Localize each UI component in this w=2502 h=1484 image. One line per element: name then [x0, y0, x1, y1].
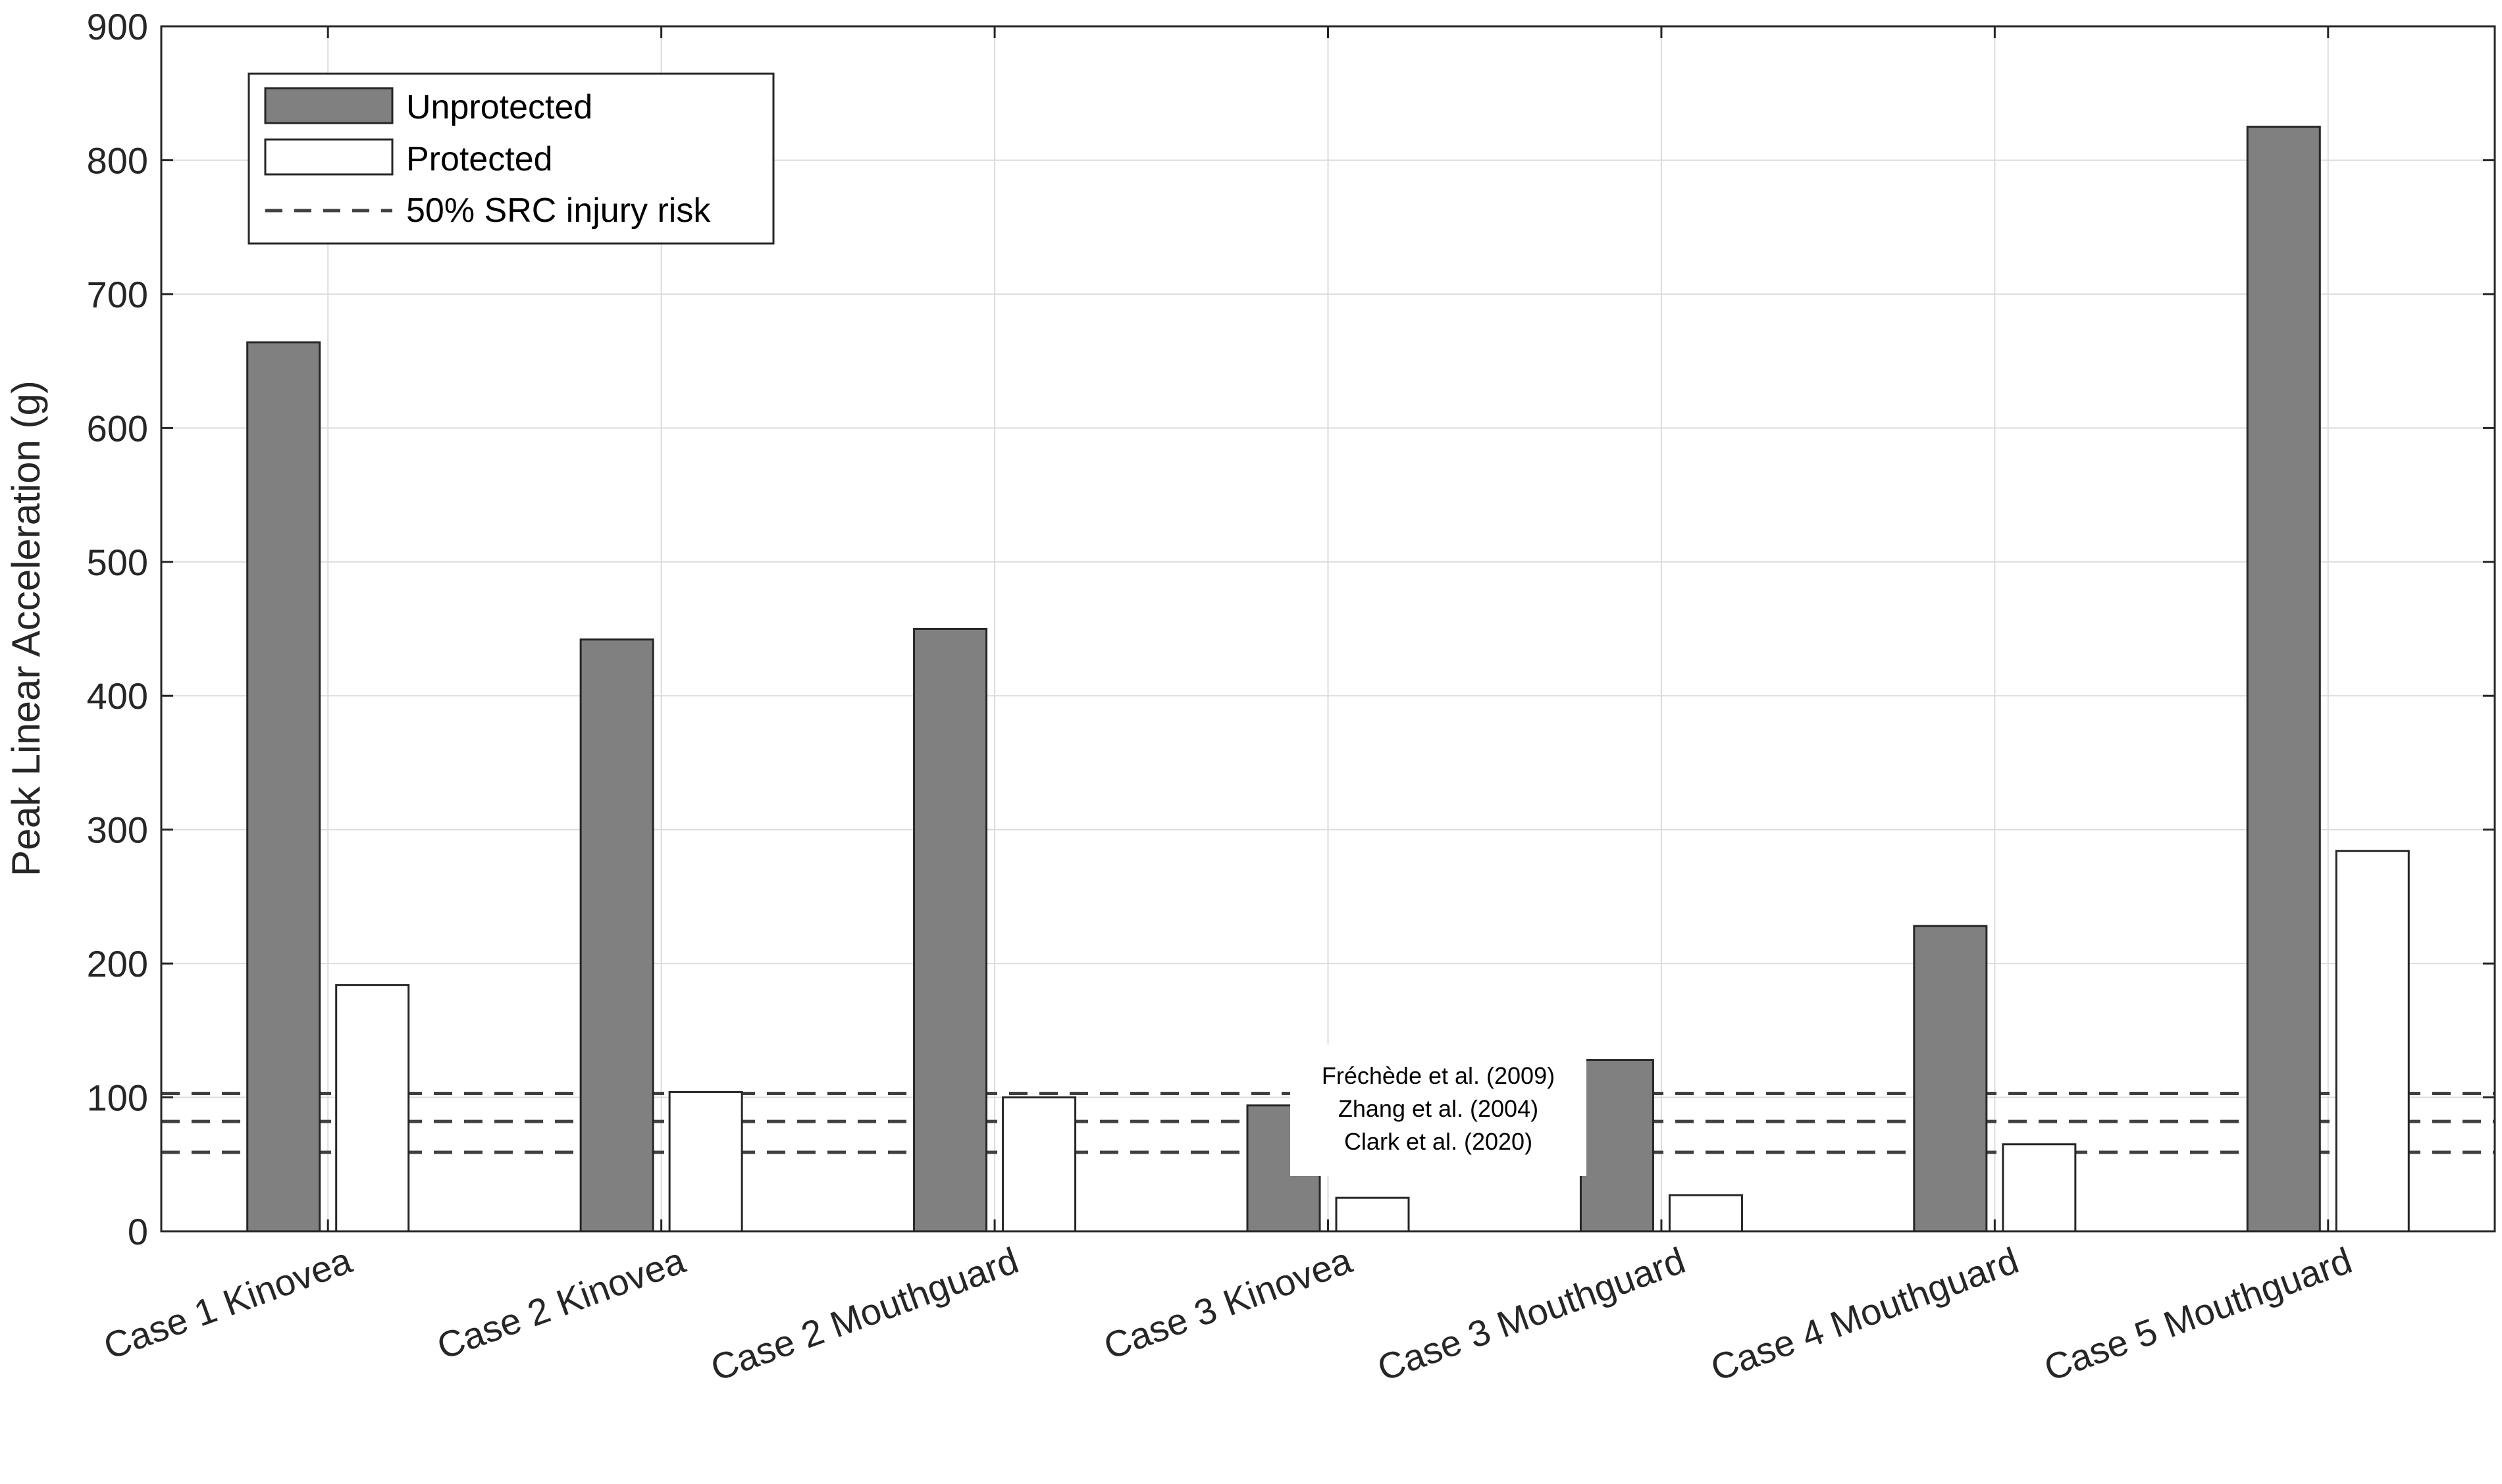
bar-protected	[1002, 1096, 1077, 1233]
bar-protected	[335, 984, 410, 1233]
bar-protected	[1668, 1194, 1743, 1233]
y-tick-label: 400	[87, 675, 148, 717]
bars	[246, 126, 2410, 1233]
y-tick-label: 800	[87, 140, 148, 181]
bar-protected	[2335, 850, 2410, 1233]
reference-annotation: Fréchède et al. (2009) Zhang et al. (200…	[1290, 1044, 1586, 1176]
x-tick-label: Case 2 Mouthguard	[705, 1239, 1024, 1389]
y-tick-label: 0	[128, 1211, 148, 1252]
y-tick-label: 200	[87, 943, 148, 985]
x-tick-label: Case 4 Mouthguard	[1706, 1239, 2024, 1389]
bar-protected	[2002, 1143, 2077, 1233]
y-tick-label: 600	[87, 407, 148, 449]
bar-protected	[668, 1090, 743, 1233]
annotation-line-2: Zhang et al. (2004)	[1338, 1095, 1538, 1122]
legend-swatch-unprotected	[264, 87, 394, 124]
y-axis-title: Peak Linear Acceleration (g)	[4, 380, 48, 877]
legend-swatch-protected	[264, 138, 394, 176]
legend-label-risk: 50% SRC injury risk	[406, 192, 711, 230]
y-tick-label: 700	[87, 274, 148, 315]
bar-unprotected	[246, 341, 321, 1233]
x-tick-label: Case 3 Kinovea	[1099, 1239, 1358, 1368]
bar-unprotected	[2246, 126, 2321, 1233]
x-tick-label: Case 2 Kinovea	[432, 1239, 691, 1368]
bar-unprotected	[1579, 1059, 1654, 1233]
x-tick-label: Case 1 Kinovea	[98, 1239, 357, 1368]
y-axis: 0 100 200 300 400 500 600 700 800 900	[87, 6, 2495, 1252]
bar-unprotected	[579, 638, 654, 1233]
x-tick-label: Case 3 Mouthguard	[1372, 1239, 1690, 1389]
annotation-box	[1290, 1044, 1586, 1176]
bar-unprotected	[1913, 925, 1988, 1233]
y-tick-label: 500	[87, 542, 148, 583]
bar-protected	[1335, 1196, 1410, 1233]
legend-label-unprotected: Unprotected	[406, 88, 592, 126]
x-tick-label: Case 5 Mouthguard	[2039, 1239, 2357, 1389]
annotation-line-1: Fréchède et al. (2009)	[1322, 1062, 1555, 1089]
y-tick-label: 100	[87, 1077, 148, 1119]
y-tick-label: 900	[87, 6, 148, 47]
legend-label-protected: Protected	[406, 140, 553, 178]
legend: Unprotected Protected 50% SRC injury ris…	[248, 72, 775, 245]
annotation-line-3: Clark et al. (2020)	[1344, 1128, 1532, 1155]
y-tick-label: 300	[87, 809, 148, 851]
bar-unprotected	[913, 628, 988, 1233]
